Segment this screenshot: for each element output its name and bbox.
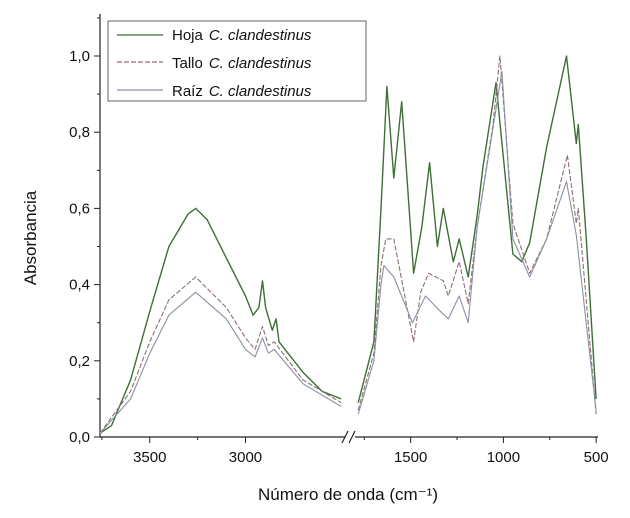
legend: Hoja C. clandestinus Tallo C. clandestinus… <box>107 20 367 102</box>
y-tick-label: 1,0 <box>69 48 90 65</box>
y-axis-label: Absorbancia <box>21 190 40 285</box>
legend-label-tallo: Tallo C. clandestinus <box>172 55 312 72</box>
x-tick-label: 1000 <box>487 449 520 466</box>
axis-break-mark <box>348 430 356 444</box>
x-tick-label: 3000 <box>229 449 262 466</box>
y-tick-label: 0,6 <box>69 200 90 217</box>
y-tick-label: 0,0 <box>69 429 90 446</box>
series-line-raiz <box>357 70 597 415</box>
y-tick-label: 0,8 <box>69 124 90 141</box>
axes: 0,0 0,2 0,4 0,6 0,8 1,0 3500 3000 1500 1000 500 <box>69 14 609 466</box>
y-tick-label: 0,4 <box>69 277 90 294</box>
series-line-hoja <box>357 55 597 403</box>
x-axis-label: Número de onda (cm⁻¹) <box>258 485 438 504</box>
legend-label-hoja: Hoja C. clandestinus <box>172 27 312 44</box>
y-tick-label: 0,2 <box>69 353 90 370</box>
series-line-tallo <box>99 276 342 434</box>
x-tick-label: 500 <box>584 449 609 466</box>
series-lines <box>99 55 597 434</box>
axis-break-mark <box>341 430 349 444</box>
x-tick-label: 3500 <box>133 449 166 466</box>
legend-label-raiz: Raíz C. clandestinus <box>172 83 312 100</box>
x-tick-label: 1500 <box>394 449 427 466</box>
series-line-hoja <box>99 207 342 434</box>
series-line-tallo <box>357 55 597 415</box>
series-line-raiz <box>99 291 342 434</box>
legend-box <box>107 20 367 102</box>
